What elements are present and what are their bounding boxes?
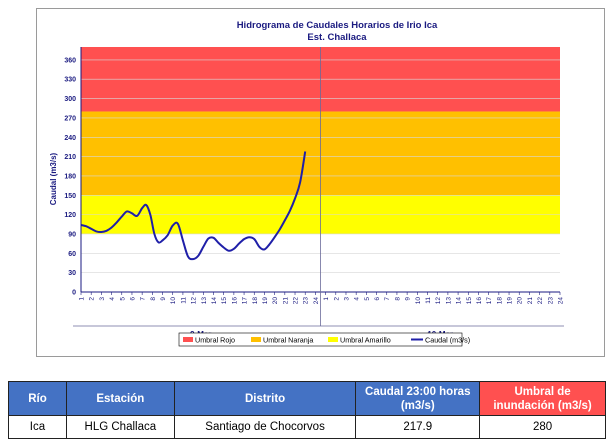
y-axis-label: Caudal (m3/s)	[49, 152, 58, 205]
hydrograph-chart: Hidrograma de Caudales Horarios de Irio …	[49, 20, 565, 347]
series-line-caudal	[80, 151, 307, 261]
legend-label: Umbral Amarillo	[340, 336, 391, 345]
x-tick-label: 14	[456, 297, 463, 305]
x-tick-label: 4	[109, 297, 116, 301]
x-tick-label: 9	[405, 297, 412, 301]
chart-title: Hidrograma de Caudales Horarios de Irio …	[237, 20, 438, 31]
x-tick-label: 9	[160, 297, 167, 301]
header-distrito: Distrito	[173, 381, 357, 416]
x-tick-label: 15	[466, 297, 473, 305]
x-tick-label: 1	[323, 297, 330, 301]
x-tick-label: 5	[119, 297, 126, 301]
chart-subtitle: Est. Challaca	[307, 32, 367, 43]
legend-label: Umbral Naranja	[263, 336, 313, 345]
x-tick-label: 2	[89, 297, 96, 301]
legend-swatch	[183, 337, 193, 342]
y-tick-label: 120	[64, 212, 76, 219]
y-tick-label: 360	[64, 57, 76, 64]
chart-frame: Hidrograma de Caudales Horarios de Irio …	[36, 8, 605, 357]
y-tick-label: 30	[68, 270, 76, 277]
y-tick-label: 300	[64, 96, 76, 103]
series-layer	[80, 151, 307, 261]
x-tick-label: 13	[201, 297, 208, 305]
x-tick-label: 3	[99, 297, 106, 301]
x-tick-label: 12	[435, 297, 442, 305]
x-tick-label: 6	[374, 297, 381, 301]
x-tick-label: 11	[180, 297, 187, 304]
y-tick-label: 210	[64, 154, 76, 161]
x-tick-label: 1	[79, 297, 86, 301]
y-tick-label: 150	[64, 193, 76, 200]
y-tick-label: 180	[64, 173, 76, 180]
x-tick-label: 6	[129, 297, 136, 301]
summary-table: Río Estación Distrito Caudal 23:00 horas…	[8, 381, 606, 439]
x-tick-label: 7	[140, 297, 147, 301]
x-tick-label: 24	[313, 297, 320, 305]
x-tick-label: 7	[384, 297, 391, 301]
x-tick-label: 4	[354, 297, 361, 301]
x-tick-label: 16	[231, 297, 238, 305]
x-tick-label: 12	[191, 297, 198, 305]
x-tick-label: 5	[364, 297, 371, 301]
x-tick-label: 14	[211, 297, 218, 305]
y-tick-label: 90	[68, 231, 76, 238]
x-tick-label: 10	[415, 297, 422, 305]
cell-umbral: 280	[479, 415, 606, 439]
x-tick-label: 20	[272, 297, 279, 305]
x-tick-label: 21	[282, 297, 289, 305]
x-tick-label: 18	[252, 297, 259, 305]
y-tick-label: 60	[68, 251, 76, 258]
x-tick-label: 19	[262, 297, 269, 305]
legend-label: Caudal (m3/s)	[425, 336, 470, 345]
x-tick-label: 15	[221, 297, 228, 305]
y-tick-label: 270	[64, 115, 76, 122]
x-tick-label: 10	[170, 297, 177, 305]
legend: Umbral Rojo Umbral Naranja Umbral Amarillo…	[178, 332, 470, 347]
x-tick-label: 22	[537, 297, 544, 305]
y-tick-label: 0	[72, 290, 76, 297]
x-tick-label: 2	[333, 297, 340, 301]
x-tick-label: 18	[496, 297, 503, 305]
header-estacion: Estación	[65, 381, 175, 416]
y-tick-label: 240	[64, 135, 76, 142]
legend-swatch	[251, 337, 261, 342]
header-umbral: Umbral de inundación (m3/s)	[479, 381, 606, 416]
x-tick-label: 17	[486, 297, 493, 305]
cell-estacion: HLG Challaca	[65, 415, 175, 439]
table-header-row: Río Estación Distrito Caudal 23:00 horas…	[8, 381, 606, 416]
x-tick-label: 13	[445, 297, 452, 305]
x-tick-label: 21	[527, 297, 534, 305]
cell-caudal: 217.9	[355, 415, 481, 439]
cell-rio: Ica	[8, 415, 67, 439]
x-tick-label: 11	[425, 297, 432, 304]
legend-swatch	[328, 337, 338, 342]
x-tick-label: 23	[547, 297, 554, 305]
x-tick-label: 8	[394, 297, 401, 301]
cell-distrito: Santiago de Chocorvos	[173, 415, 357, 439]
x-tick-label: 8	[150, 297, 157, 301]
y-tick-label: 330	[64, 77, 76, 84]
x-tick-label: 17	[242, 297, 249, 305]
header-caudal: Caudal 23:00 horas (m3/s)	[355, 381, 481, 416]
x-tick-label: 23	[303, 297, 310, 305]
x-tick-label: 22	[293, 297, 300, 305]
x-tick-label: 16	[476, 297, 483, 305]
x-tick-label: 19	[507, 297, 514, 305]
legend-box	[178, 332, 463, 347]
x-tick-label: 20	[517, 297, 524, 305]
x-tick-label: 24	[558, 297, 565, 305]
x-tick-label: 3	[343, 297, 350, 301]
header-rio: Río	[8, 381, 67, 416]
table-row: Ica HLG Challaca Santiago de Chocorvos 2…	[8, 415, 606, 439]
legend-label: Umbral Rojo	[195, 336, 235, 345]
